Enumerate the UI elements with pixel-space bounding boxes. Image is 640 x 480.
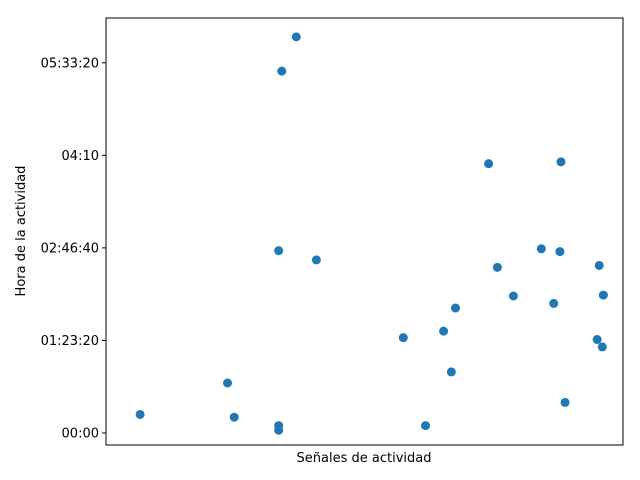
data-point [594,260,604,270]
data-point [560,397,570,407]
data-point [484,159,494,169]
data-point [277,66,287,76]
y-axis-label: Hora de la actividad [14,166,29,297]
data-point [229,412,239,422]
data-point [536,244,546,254]
y-tick-label: 00:00 [62,426,99,441]
data-point [311,255,321,265]
data-point [274,246,284,256]
data-points [135,32,608,435]
data-point [398,333,408,343]
data-point [508,291,518,301]
data-point [222,378,232,388]
data-point [439,326,449,336]
data-point [421,421,431,431]
data-point [549,298,559,308]
data-point [598,290,608,300]
data-point [592,334,602,344]
y-ticks: 00:00 01:23:20 02:46:40 04:10 05:33:20 [41,56,106,441]
data-point [597,342,607,352]
data-point [492,262,502,272]
data-point [291,32,301,42]
plot-frame [105,17,624,446]
y-tick-label: 01:23:20 [41,334,99,349]
data-point [446,367,456,377]
plot-background [106,18,623,445]
y-tick-label: 02:46:40 [41,241,99,256]
x-axis-label: Señales de actividad [297,451,432,466]
data-point [274,425,284,435]
data-point [556,157,566,167]
y-tick-label: 04:10 [62,149,99,164]
data-point [450,303,460,313]
data-point [135,409,145,419]
data-point [555,247,565,257]
y-tick-label: 05:33:20 [41,56,99,71]
